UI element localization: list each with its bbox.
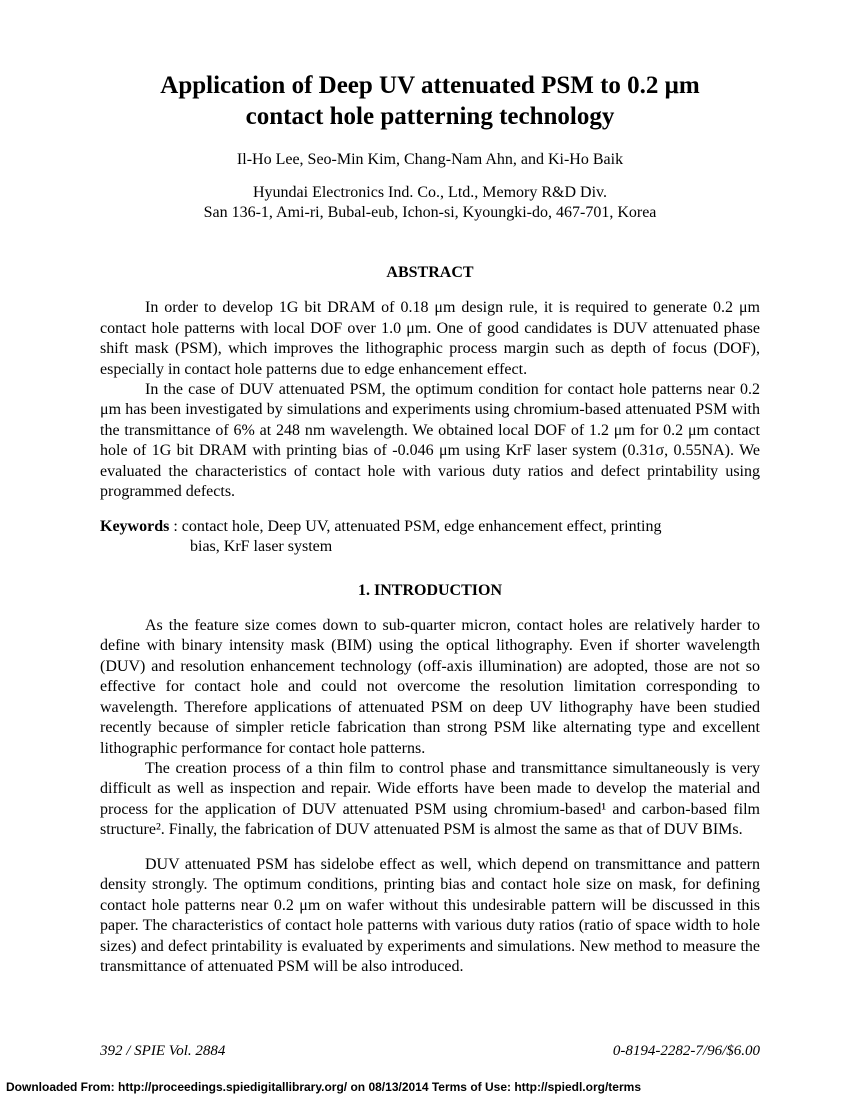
page-footer: 392 / SPIE Vol. 2884 0-8194-2282-7/96/$6… [100, 1043, 760, 1060]
abstract-heading: ABSTRACT [100, 264, 760, 282]
title-line-1: Application of Deep UV attenuated PSM to… [160, 72, 699, 99]
intro-paragraph-3: DUV attenuated PSM has sidelobe effect a… [100, 855, 760, 978]
affiliation-line-2: San 136-1, Ami-ri, Bubal-eub, Ichon-si, … [204, 204, 657, 221]
affiliation: Hyundai Electronics Ind. Co., Ltd., Memo… [100, 183, 760, 225]
affiliation-line-1: Hyundai Electronics Ind. Co., Ltd., Memo… [253, 184, 607, 201]
keywords: Keywords : contact hole, Deep UV, attenu… [100, 517, 760, 558]
download-attribution: Downloaded From: http://proceedings.spie… [6, 1080, 641, 1094]
section-1-heading: 1. INTRODUCTION [100, 582, 760, 600]
footer-left: 392 / SPIE Vol. 2884 [100, 1043, 225, 1060]
paper-page: Application of Deep UV attenuated PSM to… [0, 0, 850, 1018]
paper-title: Application of Deep UV attenuated PSM to… [100, 70, 760, 133]
keywords-line-1: : contact hole, Deep UV, attenuated PSM,… [169, 518, 661, 535]
keywords-line-2: bias, KrF laser system [100, 537, 760, 557]
footer-right: 0-8194-2282-7/96/$6.00 [613, 1043, 760, 1060]
intro-paragraph-2: The creation process of a thin film to c… [100, 759, 760, 841]
authors: Il-Ho Lee, Seo-Min Kim, Chang-Nam Ahn, a… [100, 151, 760, 169]
intro-paragraph-1: As the feature size comes down to sub-qu… [100, 616, 760, 759]
title-line-2: contact hole patterning technology [246, 103, 615, 130]
abstract-paragraph-1: In order to develop 1G bit DRAM of 0.18 … [100, 298, 760, 380]
keywords-label: Keywords [100, 518, 169, 535]
abstract-paragraph-2: In the case of DUV attenuated PSM, the o… [100, 380, 760, 503]
